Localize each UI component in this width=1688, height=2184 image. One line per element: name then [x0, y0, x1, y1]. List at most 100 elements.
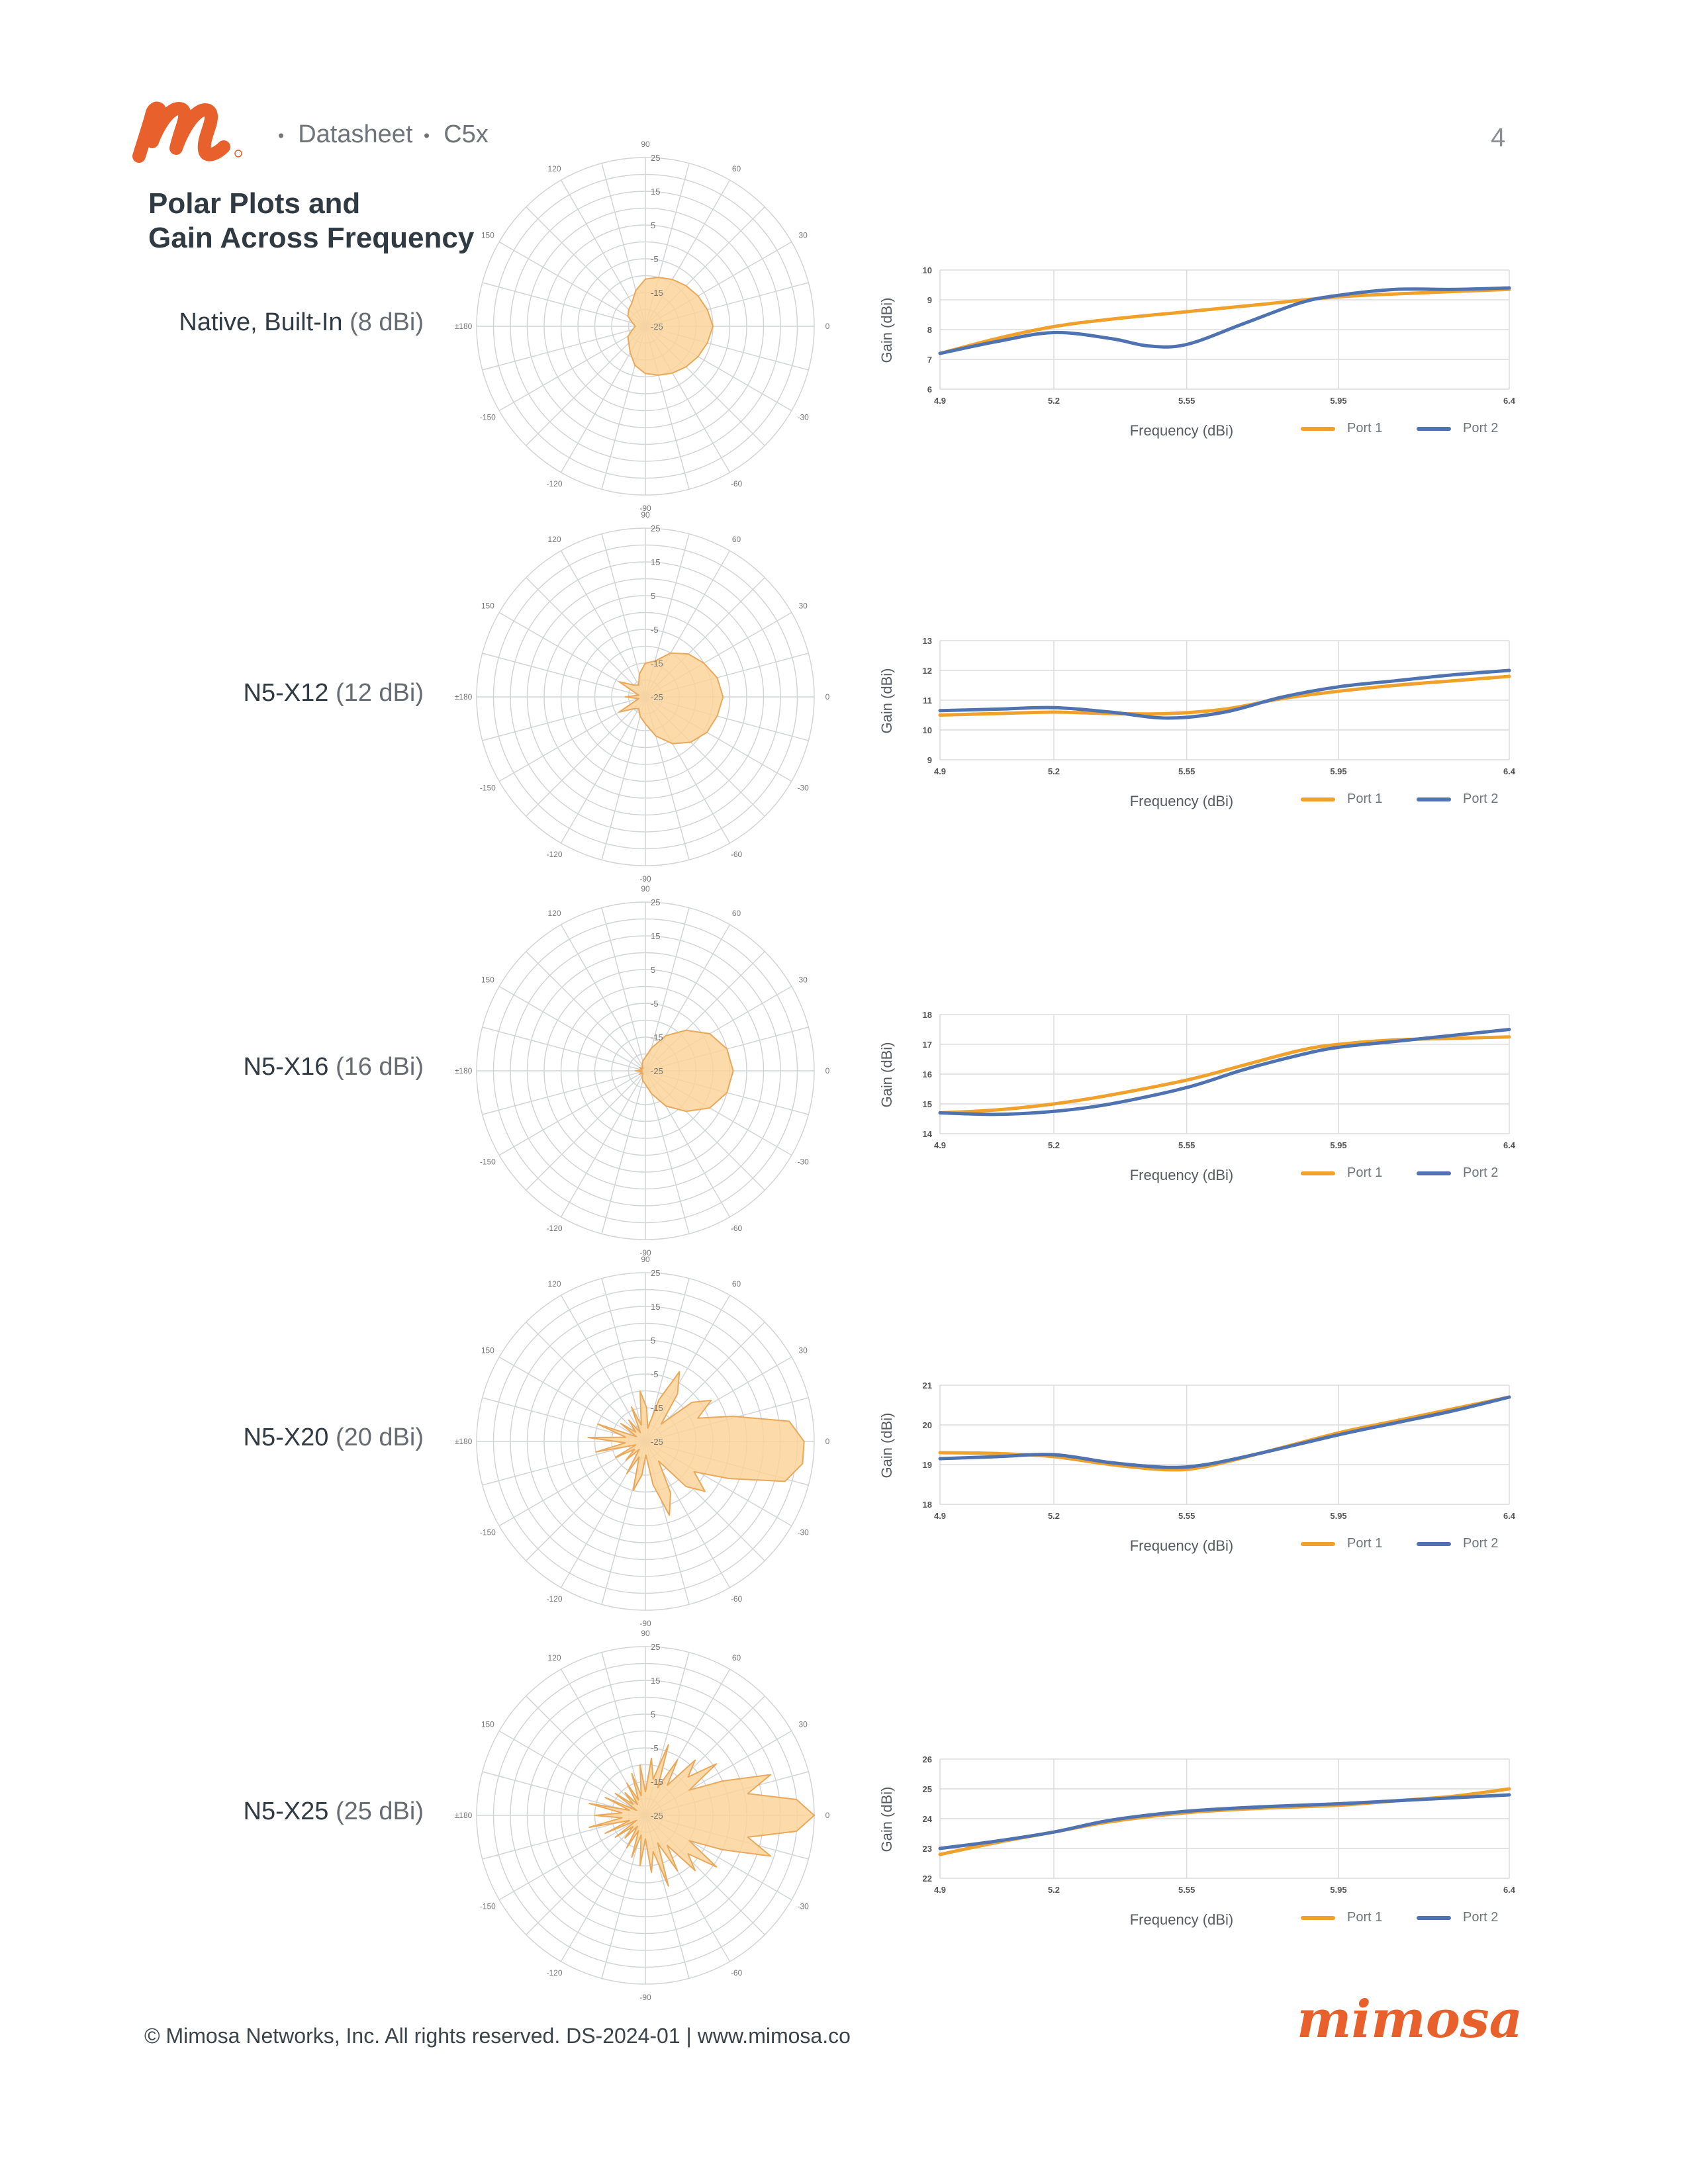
- polar-angle-label: 30: [798, 1346, 808, 1355]
- polar-angle-label: 60: [732, 909, 741, 918]
- antenna-label: N5-X16 (16 dBi): [146, 1053, 424, 1081]
- y-tick-label: 26: [923, 1754, 932, 1764]
- polar-ring-label: 15: [651, 1676, 660, 1686]
- polar-angle-label: -120: [546, 1968, 562, 1978]
- y-tick-label: 12: [923, 666, 932, 676]
- legend-item-port-1: Port 1: [1301, 792, 1382, 807]
- page-number: 4: [1491, 123, 1506, 152]
- y-tick-label: 23: [923, 1844, 932, 1854]
- polar-angle-label: 90: [641, 141, 650, 149]
- legend-item-port-1: Port 1: [1301, 1536, 1382, 1551]
- polar-ring-label: -15: [651, 1403, 663, 1413]
- polar-ring-label: 5: [651, 965, 655, 975]
- polar-angle-label: 120: [547, 1279, 561, 1289]
- polar-angle-label: 150: [481, 976, 494, 985]
- polar-ring-label: -25: [651, 1811, 663, 1821]
- polar-angle-label: -120: [546, 850, 562, 859]
- legend-swatch: [1417, 797, 1451, 801]
- polar-angle-label: ±180: [455, 1811, 473, 1820]
- antenna-label: N5-X12 (12 dBi): [146, 679, 424, 707]
- polar-gain-pattern: [588, 1744, 815, 1887]
- antenna-gain-spec: (16 dBi): [335, 1053, 424, 1081]
- polar-spoke: [601, 696, 646, 860]
- polar-angle-label: -150: [480, 1902, 496, 1911]
- polar-angle-label: -60: [731, 850, 743, 859]
- polar-spoke: [560, 179, 646, 327]
- polar-ring-label: -5: [651, 625, 659, 635]
- y-tick-label: 10: [923, 725, 932, 735]
- legend-label: Port 2: [1463, 1536, 1499, 1551]
- polar-spoke: [601, 907, 646, 1071]
- y-axis-label: Gain (dBi): [878, 297, 895, 363]
- polar-ring-label: -5: [651, 1369, 659, 1379]
- series-line-port-1: [938, 287, 1511, 355]
- mimosa-wordmark-logo: mimosa: [1297, 1991, 1519, 2050]
- legend-item-port-2: Port 2: [1417, 1536, 1498, 1551]
- mimosa-m-logo: [132, 101, 242, 163]
- polar-angle-label: -90: [639, 874, 651, 882]
- polar-spoke: [560, 1295, 646, 1442]
- polar-spoke: [498, 1815, 646, 1901]
- x-tick-label: 5.95: [1330, 1511, 1346, 1521]
- title-line-2: Gain Across Frequency: [148, 222, 475, 254]
- title-line-1: Polar Plots and: [148, 187, 361, 220]
- x-axis-label: Frequency (dBi): [1129, 1537, 1234, 1554]
- polar-ring-label: 25: [651, 523, 660, 533]
- legend-item-port-2: Port 2: [1417, 421, 1498, 436]
- polar-ring-label: -15: [651, 659, 663, 668]
- legend-item-port-2: Port 2: [1417, 1910, 1498, 1925]
- polar-plot: 90 60 30 0 -30 -60 -90 -120 -150 ±180 150 120 25 15 5 -…: [455, 512, 830, 882]
- polar-spoke: [645, 907, 690, 1071]
- x-tick-label: 6.4: [1503, 1885, 1516, 1895]
- x-tick-label: 5.2: [1048, 1511, 1060, 1521]
- y-axis-label: Gain (dBi): [878, 1042, 895, 1108]
- legend-label: Port 1: [1347, 1910, 1383, 1925]
- brand-wordmark: mimosa: [1297, 1991, 1519, 2050]
- y-tick-label: 17: [923, 1040, 932, 1050]
- polar-spoke: [601, 1070, 646, 1234]
- series-line-port-2: [938, 1028, 1511, 1116]
- polar-angle-label: ±180: [455, 692, 473, 702]
- polar-angle-label: 60: [732, 535, 741, 544]
- section-title: Polar Plots and Gain Across Frequency: [148, 187, 474, 255]
- polar-spoke: [560, 1070, 646, 1218]
- polar-angle-label: ±180: [455, 1437, 473, 1446]
- antenna-name: N5-X20: [243, 1424, 329, 1451]
- polar-ring-label: 15: [651, 557, 660, 567]
- polar-ring-label: -15: [651, 1777, 663, 1787]
- legend-swatch: [1301, 426, 1335, 431]
- legend-swatch: [1301, 1915, 1335, 1920]
- antenna-name: N5-X12: [243, 679, 329, 707]
- polar-spoke: [560, 550, 646, 698]
- legend-swatch: [1301, 1171, 1335, 1175]
- legend-item-port-1: Port 1: [1301, 1910, 1382, 1925]
- polar-angle-label: 120: [547, 164, 561, 173]
- polar-gain-pattern: [618, 652, 724, 745]
- y-tick-label: 24: [923, 1814, 933, 1824]
- polar-plot: 90 60 30 0 -30 -60 -90 -120 -150 ±180 150 120 25 15 5 -…: [455, 1256, 830, 1627]
- polar-spoke: [482, 1070, 646, 1115]
- series-line-port-2: [938, 286, 1511, 355]
- series-line-port-2: [938, 1793, 1511, 1850]
- polar-gain-pattern: [587, 1371, 805, 1516]
- polar-angle-label: 0: [825, 322, 830, 331]
- x-axis-label: Frequency (dBi): [1129, 793, 1234, 809]
- polar-spoke: [526, 951, 646, 1071]
- product-name: C5x: [444, 120, 489, 148]
- polar-angle-label: -90: [639, 1619, 651, 1627]
- header-doc-type: • Datasheet: [278, 120, 412, 149]
- y-axis-label: Gain (dBi): [878, 1412, 895, 1479]
- polar-angle-label: -150: [480, 1528, 496, 1537]
- x-tick-label: 5.55: [1178, 1885, 1195, 1895]
- y-tick-label: 11: [923, 696, 932, 705]
- polar-ring-label: 5: [651, 220, 655, 230]
- polar-spoke: [482, 653, 646, 698]
- polar-angle-label: 90: [641, 886, 650, 893]
- x-tick-label: 5.2: [1048, 1885, 1060, 1895]
- polar-ring-label: 5: [651, 1336, 655, 1345]
- polar-angle-label: 60: [732, 164, 741, 173]
- legend-swatch: [1301, 797, 1335, 801]
- polar-ring-label: -5: [651, 254, 659, 264]
- polar-angle-label: 120: [547, 535, 561, 544]
- polar-ring-label: -5: [651, 999, 659, 1009]
